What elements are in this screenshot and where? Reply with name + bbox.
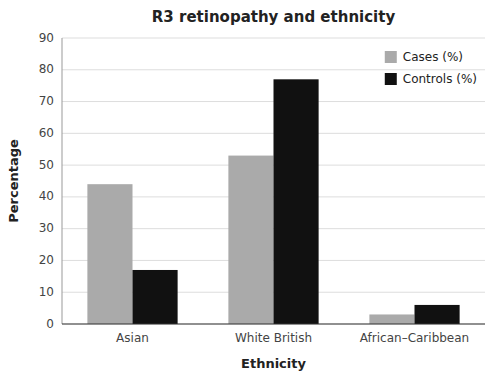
y-tick-label: 10 [39,285,54,299]
chart-svg: 0 10 20 30 40 50 60 70 80 90 Asian White British Afr… [0,0,500,382]
legend-label: Controls (%) [403,72,477,86]
grid-line [62,69,485,70]
legend: Cases (%) Controls (%) [385,50,477,86]
y-tick-label: 60 [39,126,54,140]
y-tick-label: 80 [39,62,54,76]
y-axis-line [62,38,63,324]
y-tick-label: 0 [46,317,54,331]
x-axis-label: Ethnicity [241,356,306,371]
x-tick-label: White British [235,331,312,345]
bar [228,156,273,324]
grid [62,38,485,324]
legend-swatch [385,73,397,85]
x-axis-line [62,324,485,325]
chart-container: 0 10 20 30 40 50 60 70 80 90 Asian White British Afr… [0,0,500,382]
x-tick-label: Asian [116,331,149,345]
bars [87,79,459,324]
x-tick-label: African–Caribbean [360,331,469,345]
bar [133,270,178,324]
legend-swatch [385,51,397,63]
y-tick-label: 70 [39,94,54,108]
y-tick-label: 20 [39,253,54,267]
legend-label: Cases (%) [403,50,463,64]
y-tick-label: 40 [39,189,54,203]
y-tick-label: 90 [39,31,54,45]
bar [369,314,414,324]
y-tick-label: 50 [39,158,54,172]
bar [87,184,132,324]
y-axis-label: Percentage [6,139,21,223]
grid-line [62,324,485,325]
title: R3 retinopathy and ethnicity [152,8,396,26]
grid-line [62,38,485,39]
bar [274,79,319,324]
y-tick-label: 30 [39,221,54,235]
bar [415,305,460,324]
